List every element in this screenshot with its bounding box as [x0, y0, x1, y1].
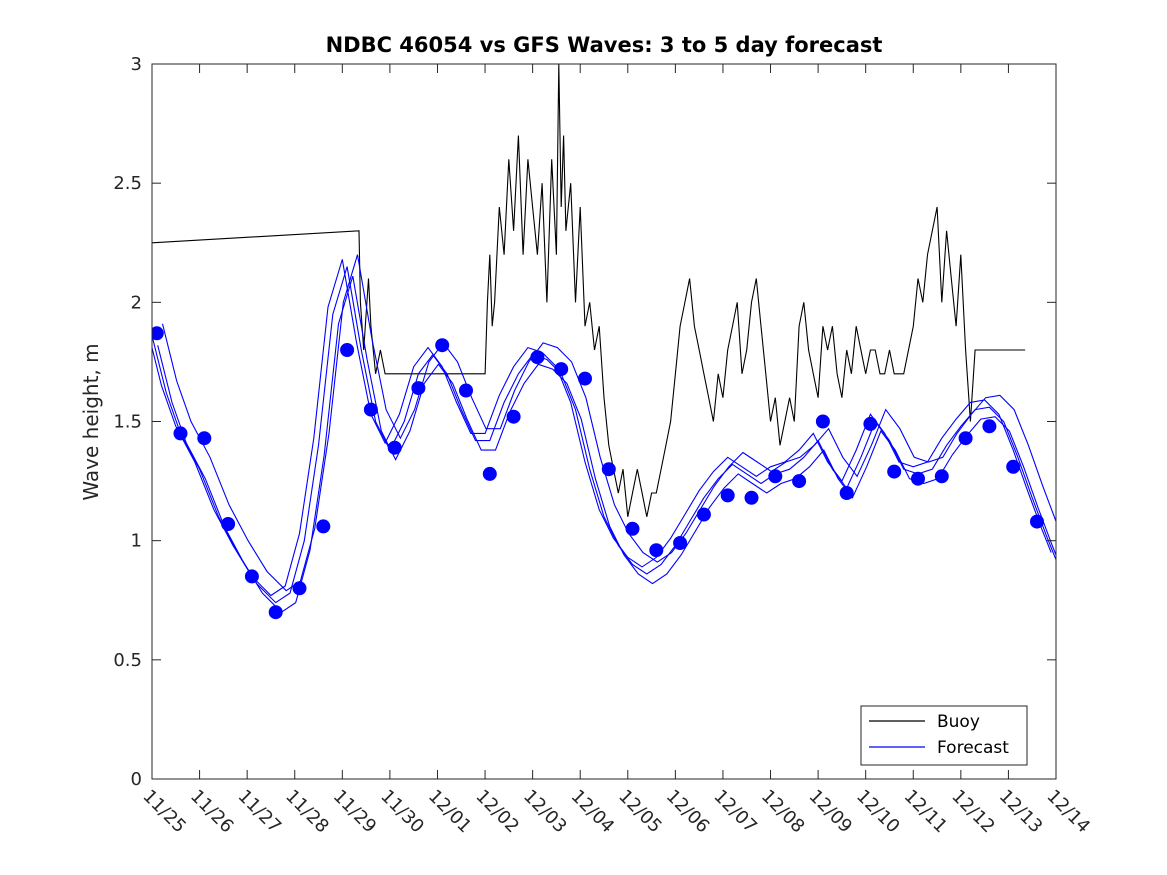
y-axis-label: Wave height, m [79, 343, 103, 500]
forecast-point [815, 414, 830, 429]
forecast-point [768, 469, 783, 484]
forecast-point [530, 350, 545, 365]
forecast-point [911, 471, 925, 486]
forecast-point [792, 474, 807, 489]
x-tick-label: 11/28 [281, 786, 333, 838]
forecast-point [720, 488, 735, 503]
forecast-point [152, 326, 164, 341]
forecast-point [839, 486, 854, 500]
x-tick-label: 12/09 [805, 786, 857, 838]
forecast-point [982, 419, 997, 434]
y-tick-label: 0.5 [113, 650, 142, 671]
forecast-point [863, 416, 878, 431]
x-tick-label: 12/06 [662, 786, 714, 838]
x-tick-label: 12/01 [424, 786, 476, 838]
forecast-point [1030, 514, 1044, 529]
x-tick-label: 11/26 [186, 786, 238, 838]
x-tick-label: 12/14 [1042, 786, 1094, 838]
forecast-point [506, 409, 521, 424]
forecast-point [673, 536, 688, 550]
legend-buoy-label: Buoy [937, 712, 980, 732]
axes-frame [151, 63, 1057, 780]
series-group [152, 64, 1056, 620]
x-tick-label: 12/11 [900, 786, 952, 838]
forecast-point [173, 426, 188, 441]
forecast-point [197, 431, 212, 446]
forecast-point [292, 581, 307, 596]
forecast-point [221, 517, 236, 531]
x-tick-label: 12/02 [472, 786, 524, 838]
legend-forecast-label: Forecast [937, 738, 1009, 758]
series-line-forecast-1 [157, 275, 1056, 613]
plot-area [152, 64, 1056, 620]
forecast-point [625, 521, 640, 536]
x-tick-label: 12/07 [709, 786, 761, 838]
forecast-point [554, 362, 569, 377]
forecast-point [934, 469, 949, 484]
x-tick-label: 12/05 [614, 786, 666, 838]
x-tick-label: 12/12 [947, 786, 999, 838]
x-tick-label: 12/13 [995, 786, 1047, 838]
forecast-point [696, 507, 711, 522]
x-tick-label: 11/30 [376, 786, 428, 838]
forecast-point [316, 519, 331, 534]
x-tick-label: 12/03 [519, 786, 571, 838]
forecast-point [601, 462, 616, 477]
x-tick-label: 12/10 [852, 786, 904, 838]
chart-title: NDBC 46054 vs GFS Waves: 3 to 5 day fore… [326, 33, 883, 57]
forecast-point [340, 343, 355, 357]
x-tick-label: 11/29 [329, 786, 381, 838]
forecast-point [363, 402, 378, 417]
x-tick-label: 11/25 [138, 786, 190, 838]
forecast-point [387, 440, 402, 455]
legend: Buoy Forecast [860, 705, 1028, 766]
forecast-point [244, 569, 259, 584]
forecast-point [435, 338, 450, 353]
series-line-forecast-2 [152, 259, 1052, 597]
series-line-buoy [152, 64, 1026, 517]
forecast-point [578, 371, 592, 386]
y-tick-label: 1.5 [113, 412, 142, 433]
forecast-point [411, 381, 426, 396]
y-tick-label: 2 [131, 292, 142, 313]
series-line-forecast-0 [152, 266, 1056, 604]
forecast-point [744, 490, 759, 505]
y-tick-label: 1 [131, 531, 142, 552]
forecast-point [887, 464, 902, 479]
y-tick-label: 0 [131, 769, 142, 790]
x-tick-label: 11/27 [234, 786, 286, 838]
forecast-point [482, 466, 497, 481]
forecast-point [268, 605, 283, 620]
forecast-point [1006, 459, 1021, 474]
legend-box [860, 705, 1028, 766]
y-tick-label: 3 [131, 54, 142, 75]
forecast-point [459, 383, 473, 398]
x-tick-label: 12/04 [567, 786, 619, 838]
y-tick-label: 2.5 [113, 173, 142, 194]
forecast-point [649, 543, 664, 558]
forecast-point [958, 431, 973, 446]
x-tick-label: 12/08 [757, 786, 809, 838]
